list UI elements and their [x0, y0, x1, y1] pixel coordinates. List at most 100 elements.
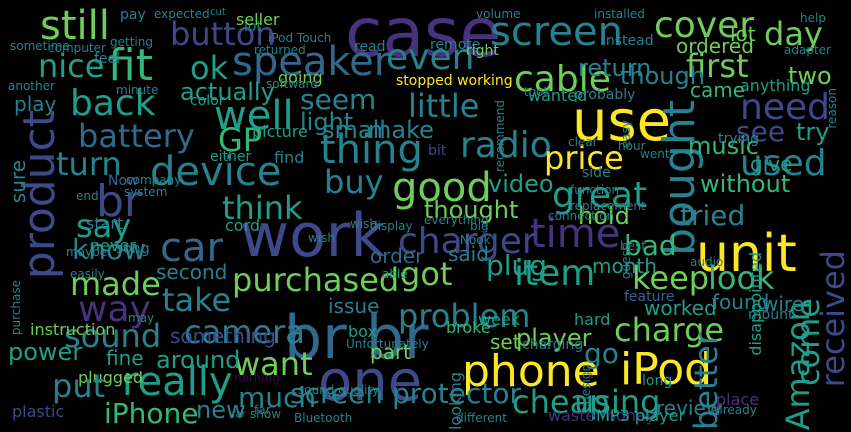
cloud-word: good: [392, 165, 492, 211]
cloud-word: way: [78, 289, 151, 330]
cloud-word: second: [156, 260, 228, 284]
cloud-word: take: [162, 281, 232, 319]
cloud-word: went: [640, 147, 670, 161]
cloud-word: function: [570, 183, 620, 197]
cloud-word: much: [238, 381, 317, 414]
cloud-word: either: [210, 149, 252, 165]
cloud-word: returned: [254, 43, 306, 57]
cloud-word: look: [708, 259, 775, 297]
cloud-word: end: [76, 189, 99, 203]
cloud-word: iPod: [620, 344, 713, 395]
cloud-word: unit: [696, 224, 797, 284]
cloud-word: camera: [184, 313, 305, 351]
cloud-word: item: [514, 253, 596, 294]
cloud-word: make: [368, 116, 434, 144]
cloud-word: sound: [64, 317, 162, 355]
cloud-word: charging: [522, 337, 584, 353]
cloud-word: start: [86, 214, 124, 233]
cloud-word: sound quality: [298, 383, 380, 397]
cloud-word: using: [574, 383, 661, 421]
cloud-word: great: [552, 175, 648, 216]
cloud-word: though: [620, 62, 705, 90]
cloud-word: getting: [110, 35, 153, 49]
cloud-word: song: [116, 241, 150, 257]
cloud-word: easy: [619, 120, 633, 149]
cloud-word: probably: [574, 87, 636, 103]
cloud-word: hard: [574, 310, 611, 329]
cloud-word: iPhone: [104, 397, 199, 430]
cloud-word: need: [740, 87, 830, 128]
cloud-word: order: [370, 244, 424, 268]
cloud-word: big: [470, 219, 489, 233]
cloud-word: music: [688, 132, 759, 160]
cloud-word: fine: [106, 346, 144, 370]
cloud-word: button: [170, 15, 276, 53]
cloud-word: maybe: [66, 245, 108, 259]
cloud-word: everything: [424, 213, 489, 227]
cloud-word: around: [156, 346, 241, 374]
cloud-word: took: [524, 85, 551, 99]
cloud-word: go: [584, 337, 619, 370]
cloud-word: time: [530, 211, 621, 257]
cloud-word: little: [408, 87, 480, 125]
cloud-word: adapter: [784, 43, 831, 57]
cloud-word: power: [8, 338, 83, 366]
cloud-word: bad: [624, 229, 677, 262]
cloud-word: ordered: [676, 34, 754, 58]
cloud-word: iPod Touch: [268, 31, 332, 45]
cloud-word: box: [348, 322, 377, 341]
cloud-word: reason: [825, 88, 839, 129]
cloud-word: instruction: [30, 320, 116, 339]
cloud-word: screen protector: [290, 377, 521, 410]
cloud-word: Unfortunately: [346, 337, 429, 351]
cloud-word: tried: [680, 199, 746, 232]
cloud-word: waste money: [548, 406, 656, 425]
cloud-word: picture: [252, 122, 308, 141]
cloud-word: instead: [602, 33, 654, 49]
cloud-word: installed: [594, 7, 645, 21]
cloud-word: right: [466, 43, 499, 59]
cloud-word: back: [70, 83, 156, 124]
cloud-word: connection: [548, 209, 615, 223]
cloud-word: review: [656, 396, 723, 420]
cloud-word: design: [579, 364, 593, 404]
cloud-word: device: [150, 149, 282, 195]
cloud-word: problem: [398, 297, 531, 335]
cloud-word: plastic: [12, 402, 65, 421]
cloud-word: find: [274, 148, 305, 167]
cloud-word: another: [8, 79, 55, 93]
cloud-word: used: [740, 143, 827, 184]
cloud-word: easily: [70, 267, 105, 281]
cloud-word: feature: [624, 289, 675, 305]
cloud-word: car: [160, 225, 223, 271]
cloud-word: best: [620, 239, 646, 253]
cloud-word: say: [76, 207, 132, 245]
cloud-word: play: [14, 92, 57, 116]
cloud-word: able: [382, 267, 408, 281]
cloud-word: going: [278, 68, 323, 87]
cloud-word: put: [52, 367, 106, 405]
cloud-word: battery: [78, 117, 195, 155]
cloud-word: side: [582, 165, 611, 181]
cloud-word: disappointed: [746, 252, 765, 356]
cloud-word: purchased: [232, 261, 400, 299]
cloud-word: br br: [284, 303, 429, 373]
cloud-word: work: [240, 201, 386, 271]
cloud-word: something: [170, 324, 276, 348]
cloud-word: player: [516, 324, 592, 352]
cloud-word: charger: [398, 221, 537, 262]
cloud-word: light: [300, 108, 354, 136]
cloud-word: really: [122, 359, 233, 405]
cloud-word: see: [736, 115, 786, 148]
cloud-word: thought: [424, 196, 519, 224]
cloud-word: radio: [460, 125, 552, 166]
cloud-word: sometime: [10, 39, 70, 53]
cloud-word: small: [322, 116, 386, 144]
cloud-word: want: [234, 345, 313, 383]
cloud-word: expected: [154, 7, 210, 21]
cloud-word: cut: [210, 7, 226, 18]
cloud-word: issue: [328, 294, 380, 318]
cloud-word: keep: [632, 259, 710, 297]
cloud-word: stopped working: [396, 73, 513, 89]
cloud-word: looking: [446, 371, 465, 430]
